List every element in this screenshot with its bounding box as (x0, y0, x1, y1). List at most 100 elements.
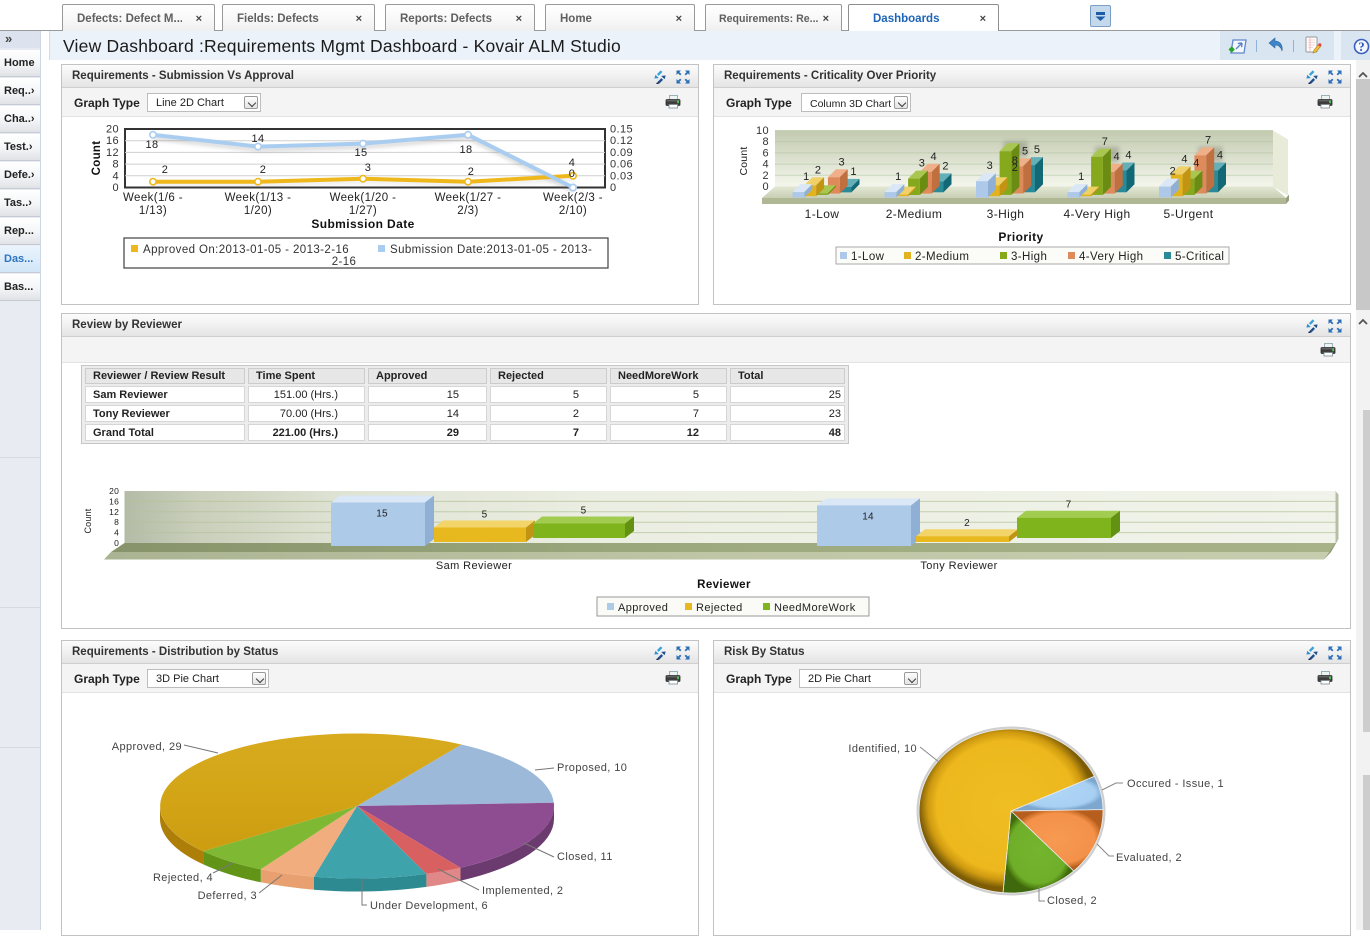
svg-text:0.15: 0.15 (610, 124, 633, 136)
svg-text:1-Low: 1-Low (851, 251, 885, 263)
svg-text:1/13): 1/13) (139, 205, 167, 217)
svg-text:Deferred, 3: Deferred, 3 (198, 890, 257, 902)
svg-text:3: 3 (987, 160, 994, 172)
svg-text:3-High: 3-High (987, 207, 1025, 221)
svg-text:Week(1/27 -: Week(1/27 - (435, 192, 502, 204)
svg-text:Week(1/6 -: Week(1/6 - (123, 192, 183, 204)
svg-text:3-High: 3-High (1011, 251, 1047, 263)
svg-text:4: 4 (114, 528, 119, 538)
svg-text:0: 0 (112, 182, 119, 194)
svg-text:4: 4 (1125, 150, 1132, 162)
svg-text:1: 1 (895, 171, 902, 183)
svg-text:Closed, 2: Closed, 2 (1047, 895, 1097, 907)
svg-text:?: ? (1358, 40, 1364, 54)
svg-text:2-Medium: 2-Medium (915, 251, 969, 263)
svg-text:14: 14 (251, 133, 264, 145)
svg-text:4: 4 (762, 159, 769, 171)
svg-text:4: 4 (1193, 158, 1200, 170)
svg-text:0.06: 0.06 (610, 159, 633, 171)
svg-text:8: 8 (1012, 155, 1019, 167)
svg-text:2: 2 (942, 160, 949, 172)
svg-text:16: 16 (106, 135, 119, 147)
svg-text:2: 2 (162, 164, 169, 176)
svg-text:Approved On:2013-01-05 - 2013-: Approved On:2013-01-05 - 2013-2-16 (143, 244, 349, 256)
svg-text:2: 2 (260, 164, 267, 176)
svg-text:20: 20 (109, 486, 119, 496)
svg-text:5-Critical: 5-Critical (1175, 251, 1224, 263)
svg-text:20: 20 (106, 124, 119, 136)
svg-text:Approved: Approved (618, 602, 668, 614)
svg-text:0: 0 (762, 181, 769, 193)
svg-text:15: 15 (354, 147, 367, 159)
svg-text:12: 12 (106, 147, 119, 159)
svg-text:Evaluated, 2: Evaluated, 2 (1116, 852, 1182, 864)
svg-text:1: 1 (1078, 171, 1085, 183)
svg-text:Closed, 11: Closed, 11 (557, 851, 613, 863)
svg-text:2: 2 (964, 518, 970, 529)
svg-text:3: 3 (839, 156, 846, 168)
svg-text:Count: Count (83, 508, 93, 533)
svg-text:Identified, 10: Identified, 10 (848, 743, 917, 755)
svg-text:2: 2 (1012, 162, 1019, 174)
svg-text:Submission Date: Submission Date (311, 217, 414, 231)
svg-text:Week(2/3 -: Week(2/3 - (543, 192, 603, 204)
svg-text:Proposed, 10: Proposed, 10 (557, 762, 627, 774)
svg-text:4-Very High: 4-Very High (1079, 251, 1143, 263)
svg-text:5: 5 (482, 510, 488, 521)
svg-text:Count: Count (738, 146, 750, 175)
svg-text:Tony Reviewer: Tony Reviewer (920, 560, 997, 572)
svg-text:1/20): 1/20) (244, 205, 272, 217)
svg-text:16: 16 (109, 496, 119, 506)
svg-text:5: 5 (1022, 145, 1029, 157)
svg-text:2: 2 (762, 170, 769, 182)
svg-text:8: 8 (114, 517, 119, 527)
svg-text:14: 14 (862, 511, 874, 522)
svg-text:4: 4 (1217, 150, 1224, 162)
svg-text:NeedMoreWork: NeedMoreWork (774, 602, 856, 614)
svg-text:5-Urgent: 5-Urgent (1164, 207, 1214, 221)
svg-text:4: 4 (1114, 151, 1121, 163)
svg-text:5: 5 (581, 506, 587, 517)
svg-text:Under Development, 6: Under Development, 6 (370, 900, 488, 912)
svg-text:0: 0 (569, 168, 576, 180)
svg-text:4: 4 (569, 157, 576, 169)
svg-text:7: 7 (1066, 500, 1072, 511)
svg-text:4: 4 (1181, 153, 1188, 165)
svg-text:7: 7 (1102, 136, 1109, 148)
svg-text:10: 10 (756, 125, 769, 137)
svg-text:Week(1/13 -: Week(1/13 - (225, 192, 292, 204)
svg-text:1: 1 (803, 171, 810, 183)
svg-text:2/3): 2/3) (457, 205, 478, 217)
svg-text:2/10): 2/10) (559, 205, 587, 217)
svg-text:3: 3 (365, 162, 372, 174)
svg-text:5: 5 (1034, 144, 1041, 156)
svg-text:8: 8 (112, 159, 119, 171)
svg-text:Implemented, 2: Implemented, 2 (482, 885, 563, 897)
svg-text:7: 7 (1205, 134, 1212, 146)
svg-text:6: 6 (762, 147, 769, 159)
svg-text:1: 1 (850, 166, 857, 178)
svg-text:4: 4 (931, 151, 938, 163)
svg-text:2: 2 (815, 164, 822, 176)
svg-text:15: 15 (376, 509, 388, 520)
svg-text:1/27): 1/27) (349, 205, 377, 217)
svg-text:8: 8 (762, 136, 769, 148)
svg-text:Submission Date:2013-01-05 - 2: Submission Date:2013-01-05 - 2013- (390, 244, 592, 256)
svg-text:Week(1/20 -: Week(1/20 - (330, 192, 397, 204)
svg-text:Sam Reviewer: Sam Reviewer (436, 560, 512, 572)
svg-text:0.12: 0.12 (610, 135, 633, 147)
svg-text:Priority: Priority (998, 230, 1043, 244)
svg-text:2-Medium: 2-Medium (886, 207, 943, 221)
svg-text:2: 2 (1170, 166, 1177, 178)
svg-text:Rejected: Rejected (696, 602, 743, 614)
svg-text:Approved, 29: Approved, 29 (112, 741, 182, 753)
svg-text:2-16: 2-16 (332, 256, 357, 268)
svg-text:Count: Count (91, 141, 103, 176)
svg-text:18: 18 (145, 139, 158, 151)
svg-text:0.03: 0.03 (610, 170, 633, 182)
svg-text:2: 2 (468, 166, 475, 178)
svg-text:0: 0 (114, 538, 119, 548)
svg-text:Occured - Issue, 1: Occured - Issue, 1 (1127, 778, 1224, 790)
svg-text:Rejected, 4: Rejected, 4 (153, 872, 213, 884)
svg-text:3: 3 (919, 158, 926, 170)
